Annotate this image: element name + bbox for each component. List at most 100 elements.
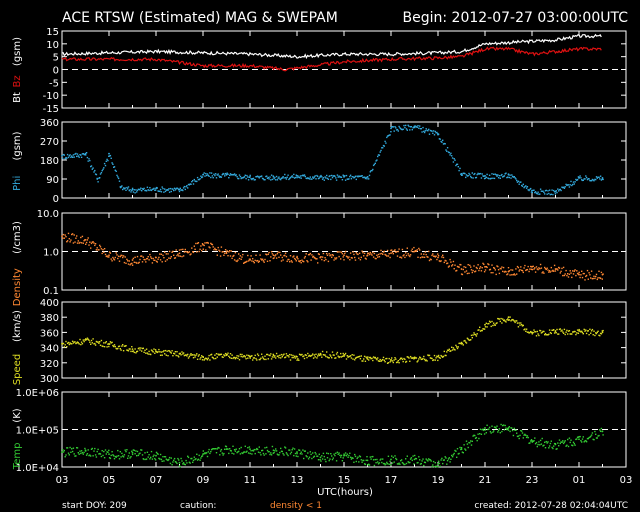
data-point	[117, 255, 120, 257]
data-point	[270, 256, 272, 258]
data-point	[294, 357, 297, 359]
data-point	[330, 453, 332, 455]
data-point	[176, 187, 178, 189]
data-point	[596, 331, 598, 333]
data-point	[371, 357, 373, 359]
data-point	[544, 193, 546, 195]
data-point	[591, 178, 594, 181]
data-point	[213, 173, 215, 175]
data-point	[144, 349, 146, 351]
data-point	[596, 437, 598, 439]
data-point	[189, 183, 191, 185]
data-point	[599, 332, 602, 335]
data-point	[354, 176, 356, 178]
data-point	[237, 357, 239, 359]
data-point	[99, 453, 102, 455]
data-point	[106, 346, 108, 348]
data-point	[73, 453, 75, 455]
data-point	[104, 449, 107, 451]
data-point	[453, 158, 455, 160]
data-point	[544, 332, 547, 335]
data-point	[409, 360, 411, 362]
data-point	[122, 455, 124, 457]
data-point	[221, 174, 223, 176]
data-point	[261, 259, 263, 261]
data-point	[193, 178, 195, 181]
data-point	[539, 188, 542, 190]
data-point	[457, 453, 459, 455]
data-point	[232, 255, 234, 257]
data-point	[433, 255, 436, 257]
data-point	[131, 450, 133, 452]
data-point	[499, 267, 501, 270]
data-point	[66, 342, 69, 344]
data-point	[152, 188, 154, 190]
data-point	[77, 240, 79, 242]
data-point	[318, 354, 320, 357]
data-point	[286, 176, 288, 178]
data-point	[80, 156, 83, 158]
data-point	[516, 265, 519, 268]
data-anchor-point	[343, 254, 345, 257]
data-point	[143, 458, 145, 461]
data-point	[299, 354, 302, 356]
data-point	[535, 266, 538, 268]
y-tick-label: 10	[46, 40, 59, 51]
data-point	[261, 449, 263, 452]
data-point	[335, 257, 338, 259]
data-point	[272, 257, 274, 260]
y-tick-label: 180	[40, 156, 59, 167]
data-point	[352, 457, 354, 459]
data-point	[449, 258, 451, 261]
data-point	[548, 192, 550, 195]
data-point	[465, 174, 468, 176]
data-point	[296, 359, 298, 361]
x-tick-label: 03	[620, 475, 633, 486]
data-point	[354, 357, 357, 359]
data-point	[319, 354, 321, 356]
data-point	[145, 458, 148, 460]
data-point	[490, 432, 492, 434]
data-point	[419, 125, 421, 127]
data-point	[234, 174, 237, 177]
data-point	[356, 356, 358, 358]
data-point	[385, 358, 387, 360]
data-point	[201, 176, 203, 179]
data-point	[493, 426, 496, 428]
data-point	[280, 177, 283, 179]
data-point	[442, 256, 445, 259]
data-point	[454, 449, 456, 452]
data-point	[166, 259, 168, 261]
data-point	[390, 249, 392, 252]
x-axis-label: UTC(hours)	[317, 487, 373, 498]
data-point	[533, 268, 535, 270]
data-point	[210, 176, 212, 179]
data-point	[373, 357, 376, 359]
data-point	[300, 177, 302, 179]
data-point	[80, 242, 83, 244]
data-point	[598, 270, 600, 272]
data-point	[537, 191, 539, 193]
data-point	[331, 458, 334, 461]
data-point	[584, 440, 586, 442]
data-point	[586, 178, 589, 181]
data-point	[266, 446, 268, 449]
data-point	[559, 328, 561, 330]
data-point	[479, 326, 481, 328]
data-point	[423, 461, 426, 463]
data-point	[545, 440, 547, 443]
data-point	[548, 329, 551, 331]
data-point	[370, 170, 372, 172]
data-point	[307, 452, 309, 454]
data-point	[210, 172, 213, 174]
data-point	[398, 125, 400, 128]
data-point	[155, 451, 158, 454]
data-point	[74, 241, 76, 243]
data-anchor-point	[84, 239, 87, 241]
data-point	[581, 441, 583, 443]
data-point	[162, 456, 164, 458]
data-anchor-point	[437, 463, 439, 465]
data-point	[358, 257, 360, 259]
data-point	[468, 272, 470, 274]
data-anchor-point	[390, 252, 392, 255]
